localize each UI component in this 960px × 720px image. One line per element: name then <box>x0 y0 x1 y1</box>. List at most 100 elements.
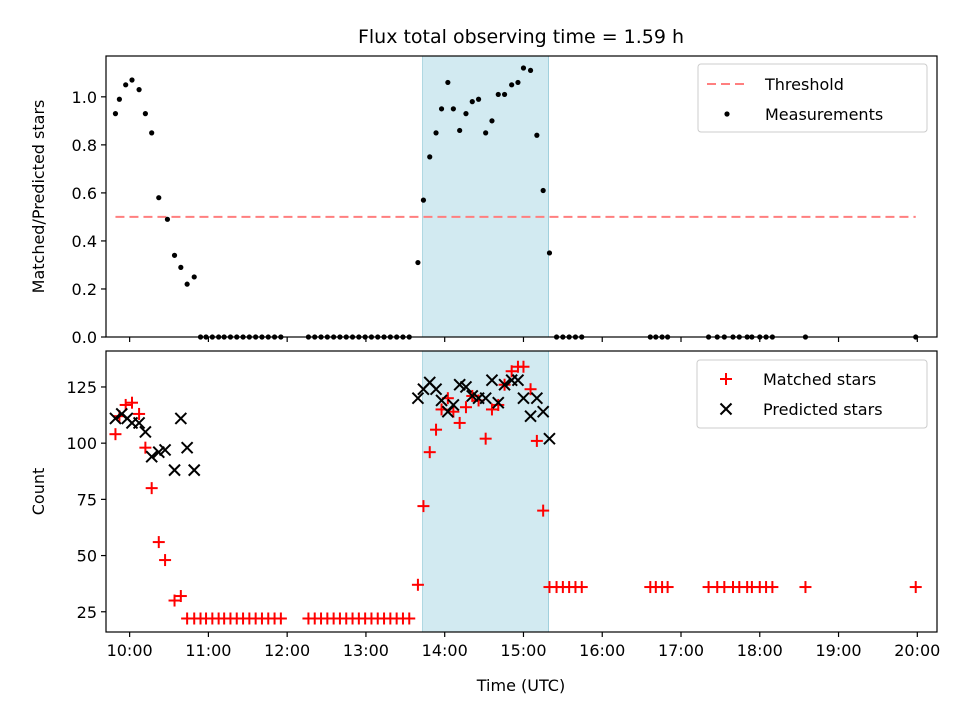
matched-stars-point <box>139 441 152 454</box>
matched-stars-point <box>168 594 181 607</box>
bottom-panel: 10:00 11:00 12:00 13:00 14:00 15:00 16:00 17:00… <box>29 350 940 660</box>
bottom-panel-legend-box <box>696 359 928 429</box>
predicted-stars-point <box>429 383 443 396</box>
measurements-point <box>184 281 190 287</box>
top-panel-y-tick-label: 0.0 <box>72 328 97 347</box>
measurements-point <box>527 67 534 74</box>
top-panel-y-tick-label: 0.8 <box>72 136 97 155</box>
matched-stars-point <box>411 578 424 591</box>
measurements-point <box>415 259 421 266</box>
x-tick-label: 11:00 <box>185 641 231 660</box>
measurements-point <box>445 79 451 86</box>
top-panel-observing-window <box>422 55 549 338</box>
matched-stars-point <box>174 590 187 603</box>
top-panel-y-tick-label: 0.2 <box>72 280 97 299</box>
measurements-point <box>501 91 508 98</box>
measurements-point <box>457 127 463 134</box>
x-tick-label: 14:00 <box>422 641 468 660</box>
matched-stars-marker <box>720 373 732 385</box>
matched-stars-point <box>403 612 416 625</box>
matched-stars-point <box>453 416 466 429</box>
matched-stars-point <box>109 428 122 441</box>
measurements-point <box>515 79 521 86</box>
matched-stars-point <box>524 383 537 396</box>
predicted-stars-point <box>498 378 511 391</box>
matched-stars-point <box>479 432 492 445</box>
measurements-point <box>142 111 148 117</box>
measurements-point <box>129 77 135 83</box>
predicted-stars-point <box>180 441 194 454</box>
predicted-stars-marker <box>719 402 733 416</box>
predicted-stars-point <box>145 450 158 463</box>
predicted-stars-point <box>411 392 425 405</box>
legend-predicted-stars-swatch <box>719 402 733 416</box>
matched-stars-point <box>447 405 460 418</box>
matched-stars-point <box>766 581 779 594</box>
top-panel-y-tick-label: 1.0 <box>72 88 97 107</box>
measurements-point <box>509 82 515 88</box>
matched-stars-point <box>145 482 158 495</box>
x-tick-label: 17:00 <box>658 641 704 660</box>
measurements-point <box>171 252 178 258</box>
predicted-stars-point <box>188 463 201 477</box>
measurements-point <box>534 132 540 138</box>
x-tick-label: 19:00 <box>815 641 861 660</box>
predicted-stars-point <box>435 394 448 407</box>
matched-stars-point <box>423 446 436 459</box>
predicted-stars-point <box>132 416 146 430</box>
x-tick-label: 16:00 <box>579 641 625 660</box>
bottom-panel-y-axis-label: Count <box>29 468 48 516</box>
measurements-point <box>420 197 427 203</box>
measurements-point <box>520 65 527 71</box>
measurements-point <box>489 118 495 124</box>
predicted-stars-point <box>479 392 492 405</box>
matched-stars-point <box>537 504 550 517</box>
predicted-stars-point <box>174 412 188 425</box>
matched-stars-point <box>125 396 138 409</box>
measurements-point <box>178 264 184 270</box>
predicted-stars-point <box>168 463 181 477</box>
matched-stars-point <box>575 581 588 594</box>
x-tick-label: 18:00 <box>737 641 783 660</box>
predicted-stars-point <box>459 380 473 394</box>
measurements-point <box>112 111 119 117</box>
x-tick-label: 12:00 <box>264 641 310 660</box>
matched-stars-point <box>505 365 518 378</box>
measurements-point <box>156 195 162 201</box>
top-panel-frame <box>105 55 938 338</box>
measurements-point <box>433 130 439 136</box>
matched-stars-point <box>459 401 472 414</box>
measurements-point <box>164 216 171 222</box>
x-axis-label: Time (UTC) <box>476 676 565 695</box>
bottom-panel-y-tick-label: 75 <box>77 490 97 509</box>
bottom-panel-points <box>109 360 922 625</box>
legend-matched-stars-swatch <box>720 373 732 385</box>
predicted-stars-point <box>543 432 556 445</box>
x-tick-label: 13:00 <box>343 641 389 660</box>
top-panel-points <box>112 65 919 340</box>
predicted-stars-point <box>447 398 460 412</box>
matched-stars-point <box>492 398 505 411</box>
measurements-point <box>136 87 142 93</box>
matched-stars-point <box>417 500 430 513</box>
matched-stars-point <box>530 434 543 447</box>
measurements-point <box>116 96 122 102</box>
predicted-stars-point <box>158 443 172 457</box>
bottom-panel-legend: Matched stars Predicted stars <box>696 359 928 429</box>
predicted-stars-point <box>511 374 525 387</box>
matched-stars-point <box>430 423 443 436</box>
chart-title: Flux total observing time = 1.59 h <box>358 26 684 48</box>
top-panel-legend-box <box>697 63 928 133</box>
predicted-stars-point <box>139 425 152 439</box>
matched-stars-point <box>909 581 922 594</box>
predicted-stars-point <box>524 409 537 423</box>
predicted-stars-point <box>109 412 122 425</box>
measurements-point <box>438 106 445 112</box>
predicted-stars-point <box>517 392 530 405</box>
legend-measurements-label: Measurements <box>765 105 883 124</box>
top-panel: 0.0 0.2 0.4 0.6 0.8 1.0 Matched/Predicted sta… <box>29 55 938 347</box>
measurements-point <box>475 96 482 102</box>
measurements-point <box>540 187 546 194</box>
measurements-point <box>427 154 433 160</box>
